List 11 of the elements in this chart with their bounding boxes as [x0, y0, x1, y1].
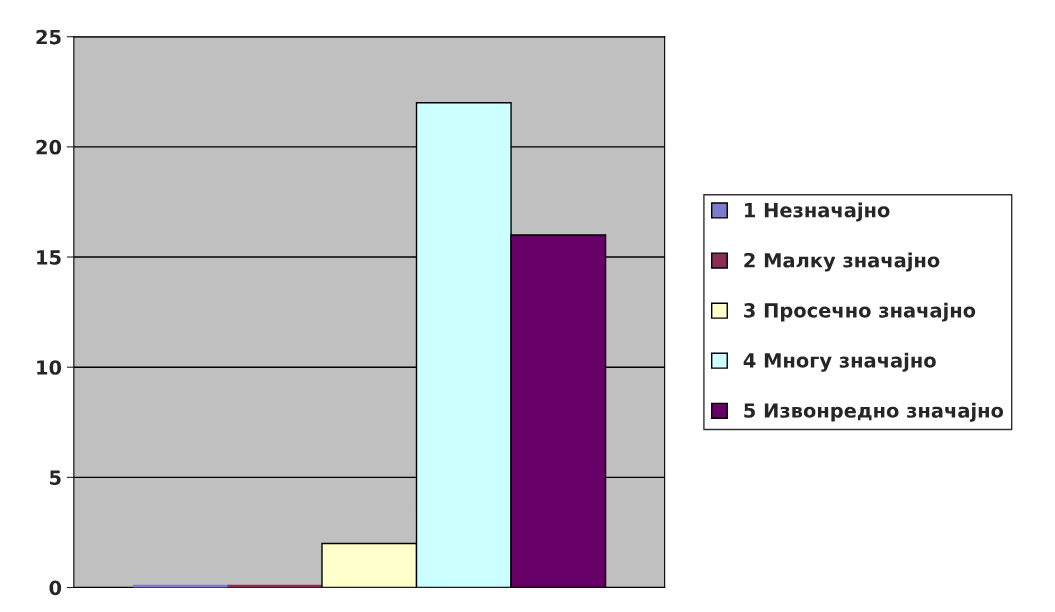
- legend-label: 4 Многу значајно: [743, 352, 936, 372]
- legend-label: 5 Извонредно значајно: [744, 402, 1004, 422]
- y-tick-label: 25: [36, 29, 61, 45]
- legend-label: 3 Просечно значајно: [744, 302, 976, 322]
- y-tick-label: 15: [37, 250, 61, 265]
- y-tick-label: 5: [50, 470, 61, 486]
- y-tick-label: 20: [36, 139, 62, 155]
- y-tick-label: 0: [49, 580, 62, 596]
- legend-label: 1 Незначајно: [744, 202, 890, 222]
- y-tick-label: 10: [37, 360, 62, 375]
- legend-label: 2 Малку значајно: [744, 252, 940, 272]
